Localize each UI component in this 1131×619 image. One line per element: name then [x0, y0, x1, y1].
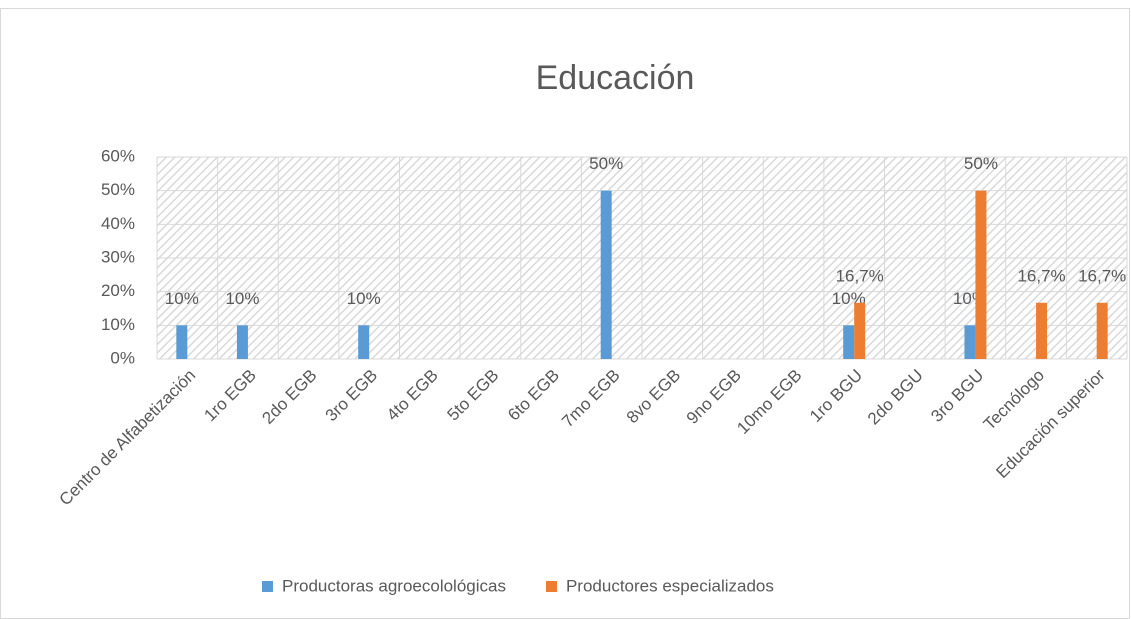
y-tick-label: 10% — [101, 315, 135, 334]
legend-label: Productores especializados — [566, 576, 774, 595]
y-tick-label: 0% — [110, 348, 135, 367]
bar — [975, 190, 987, 359]
data-label: 10% — [347, 289, 381, 308]
bar — [1036, 302, 1048, 359]
bar — [854, 302, 866, 359]
data-label: 16,7% — [836, 266, 884, 285]
data-label: 10% — [225, 289, 259, 308]
y-tick-label: 20% — [101, 281, 135, 300]
bar — [843, 325, 855, 359]
bar — [176, 325, 188, 359]
legend-swatch — [262, 581, 273, 592]
bar — [1096, 302, 1108, 359]
legend-swatch — [545, 581, 557, 592]
y-tick-label: 50% — [101, 180, 135, 199]
y-tick-label: 30% — [101, 247, 135, 266]
data-label: 16,7% — [1017, 266, 1065, 285]
data-label: 16,7% — [1078, 266, 1126, 285]
bar — [358, 325, 370, 359]
bar — [600, 190, 612, 359]
chart-title: Educación — [536, 59, 695, 97]
data-label: 50% — [589, 154, 623, 173]
bar — [964, 325, 976, 359]
data-label: 50% — [964, 154, 998, 173]
bar — [236, 325, 248, 359]
legend-label: Productoras agroecolológicas — [282, 576, 506, 595]
data-label: 10% — [165, 289, 199, 308]
y-tick-label: 60% — [101, 146, 135, 165]
y-tick-label: 40% — [101, 214, 135, 233]
